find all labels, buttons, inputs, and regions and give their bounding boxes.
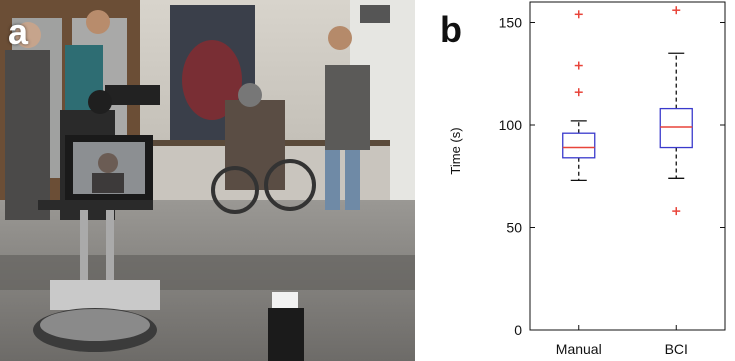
box-plot-chart: 0 50 100 150 Manual BCI Time (s) <box>415 0 735 361</box>
plot-frame <box>529 1 726 331</box>
box-bci: BCI <box>659 6 693 357</box>
x-tick-label: BCI <box>665 341 688 357</box>
box-iqr <box>659 107 693 149</box>
chart-svg: 0 50 100 150 Manual BCI Time (s) <box>448 1 726 357</box>
panel-label-b: b <box>440 9 462 50</box>
box-iqr <box>562 132 596 159</box>
y-tick-label: 150 <box>499 15 523 31</box>
y-tick-label: 50 <box>506 220 522 236</box>
photo-icon <box>0 0 415 361</box>
photo-panel <box>0 0 415 361</box>
y-tick-label: 0 <box>514 322 522 338</box>
outlier-marker <box>574 88 583 97</box>
outlier-marker <box>574 10 583 19</box>
outlier-marker <box>672 6 681 15</box>
outlier-marker <box>574 61 583 70</box>
y-axis-label: Time (s) <box>448 127 463 174</box>
y-tick-label: 100 <box>499 117 523 133</box>
panel-label-a: a <box>8 11 29 52</box>
x-tick-label: Manual <box>556 341 602 357</box>
outlier-marker <box>672 207 681 216</box>
box-manual: Manual <box>556 10 602 357</box>
